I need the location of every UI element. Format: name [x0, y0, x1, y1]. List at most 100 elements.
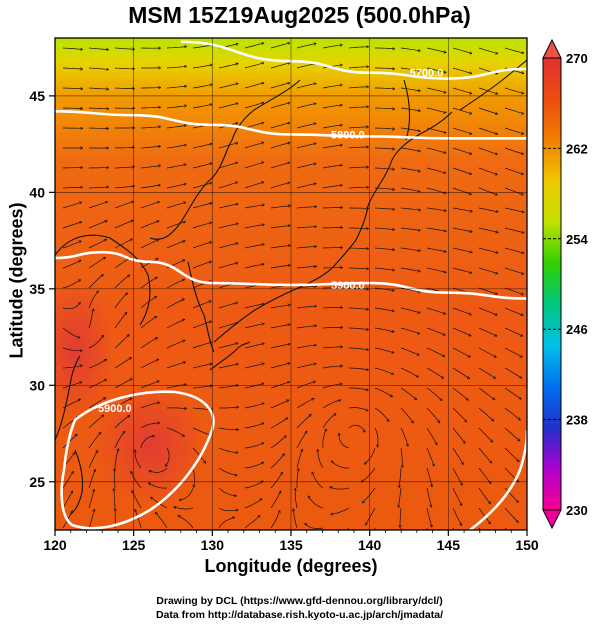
streamline [349, 208, 368, 209]
streamline [166, 145, 186, 149]
streamline [244, 205, 264, 209]
streamline [400, 387, 416, 400]
streamline [400, 367, 418, 377]
streamline [192, 65, 212, 69]
colorbar-body [542, 57, 562, 511]
streamline [322, 165, 342, 169]
streamline [293, 509, 298, 529]
streamline [348, 327, 368, 330]
streamline [296, 104, 316, 109]
y-tick-label: 45 [29, 88, 45, 104]
streamline [166, 299, 184, 309]
streamline [348, 248, 368, 249]
streamline [296, 364, 316, 369]
streamline [88, 202, 107, 209]
streamline [244, 324, 264, 329]
streamline [322, 414, 336, 429]
streamline [478, 207, 498, 212]
streamline [88, 258, 105, 269]
colorbar-ticks: 270 262 254 246 238 230 [543, 51, 588, 518]
streamline [452, 107, 471, 114]
streamline [218, 323, 238, 329]
streamline [426, 407, 440, 423]
streamline [62, 472, 73, 489]
streamline [348, 424, 365, 432]
streamline [374, 367, 393, 374]
streamline [114, 416, 130, 429]
streamline [244, 481, 263, 489]
streamline [244, 225, 264, 229]
streamline [400, 87, 420, 91]
streamline [400, 247, 420, 251]
streamline [426, 167, 446, 173]
streamline [192, 242, 211, 249]
streamline [504, 47, 524, 53]
streamline [348, 147, 368, 148]
streamline [218, 103, 238, 109]
streamline [88, 88, 108, 89]
streamline [192, 342, 211, 349]
streamline [426, 147, 446, 153]
streamline [166, 164, 186, 169]
streamline [244, 403, 264, 409]
warm-core-high [95, 385, 205, 505]
streamline [452, 407, 467, 422]
streamline [88, 240, 106, 249]
streamline [400, 147, 420, 151]
streamline [426, 507, 432, 527]
streamline [192, 183, 212, 189]
streamline [478, 127, 497, 134]
streamline [88, 309, 93, 329]
streamline [270, 344, 290, 349]
streamline [400, 207, 420, 210]
streamline [218, 303, 237, 309]
streamline [374, 327, 394, 332]
streamline [504, 87, 523, 93]
streamline [140, 381, 159, 389]
streamline [270, 83, 290, 89]
streamline [426, 207, 446, 211]
streamline [322, 347, 342, 349]
streamline [114, 186, 134, 189]
coastline-sakhalin [403, 79, 411, 141]
streamline [296, 469, 298, 488]
streamline [504, 227, 524, 233]
streamline [270, 163, 289, 169]
high-contour-5900 [60, 390, 215, 530]
streamline [244, 123, 263, 129]
streamline [218, 182, 237, 189]
streamline [478, 387, 494, 400]
streamline [140, 423, 159, 429]
y-axis-label: Latitude (degrees) [6, 202, 27, 359]
colorbar-lower-arrow [542, 509, 562, 530]
streamline [218, 487, 236, 496]
streamline [270, 436, 286, 449]
streamline [270, 265, 290, 269]
credit-data: Data from http://database.rish.kyoto-u.a… [155, 609, 444, 621]
streamline [400, 407, 413, 423]
streamline [244, 384, 264, 389]
streamline [244, 83, 264, 89]
streamline [452, 207, 472, 211]
streamline [62, 260, 81, 269]
streamline [140, 240, 158, 249]
streamline [296, 227, 316, 229]
streamline [452, 167, 471, 174]
streamline [349, 228, 368, 229]
streamline [296, 345, 316, 349]
streamline [62, 347, 82, 351]
streamline [296, 431, 307, 449]
streamline [504, 187, 523, 195]
contour-label: 5700.0 [410, 68, 444, 80]
streamline [114, 147, 134, 148]
streamline [363, 487, 376, 503]
streamline [478, 47, 497, 54]
streamline [218, 467, 237, 475]
streamline [62, 280, 80, 289]
streamline [270, 206, 290, 209]
streamline [452, 307, 471, 315]
streamline [452, 427, 465, 443]
graticule [55, 38, 527, 530]
streamline [218, 64, 238, 69]
streamline [166, 408, 186, 409]
